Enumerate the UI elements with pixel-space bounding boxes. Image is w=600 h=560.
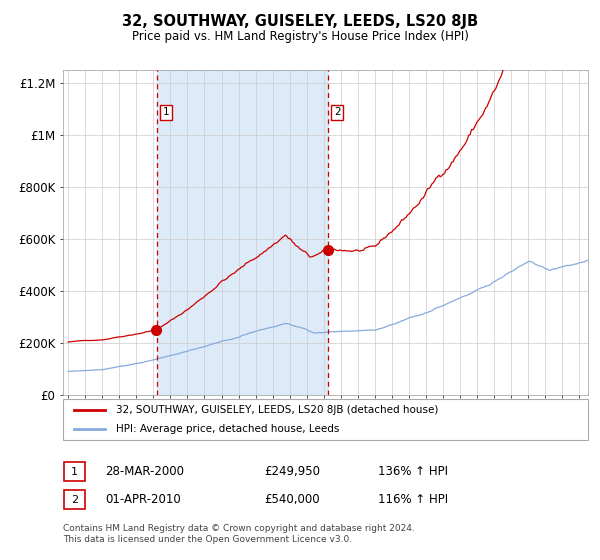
- Text: 01-APR-2010: 01-APR-2010: [105, 493, 181, 506]
- Text: 2: 2: [71, 494, 78, 505]
- Text: 136% ↑ HPI: 136% ↑ HPI: [378, 465, 448, 478]
- Text: 32, SOUTHWAY, GUISELEY, LEEDS, LS20 8JB: 32, SOUTHWAY, GUISELEY, LEEDS, LS20 8JB: [122, 14, 478, 29]
- Text: 2: 2: [334, 108, 341, 118]
- Text: £249,950: £249,950: [264, 465, 320, 478]
- Bar: [157, 70, 328, 395]
- Text: 116% ↑ HPI: 116% ↑ HPI: [378, 493, 448, 506]
- Text: 32, SOUTHWAY, GUISELEY, LEEDS, LS20 8JB (detached house): 32, SOUTHWAY, GUISELEY, LEEDS, LS20 8JB …: [115, 405, 438, 415]
- FancyBboxPatch shape: [64, 463, 85, 480]
- FancyBboxPatch shape: [63, 399, 588, 440]
- Text: Contains HM Land Registry data © Crown copyright and database right 2024.
This d: Contains HM Land Registry data © Crown c…: [63, 524, 415, 544]
- Text: Price paid vs. HM Land Registry's House Price Index (HPI): Price paid vs. HM Land Registry's House …: [131, 30, 469, 43]
- FancyBboxPatch shape: [64, 491, 85, 508]
- Text: 28-MAR-2000: 28-MAR-2000: [105, 465, 184, 478]
- Text: 1: 1: [163, 108, 169, 118]
- Text: HPI: Average price, detached house, Leeds: HPI: Average price, detached house, Leed…: [115, 423, 339, 433]
- Text: 1: 1: [71, 466, 78, 477]
- Text: £540,000: £540,000: [264, 493, 320, 506]
